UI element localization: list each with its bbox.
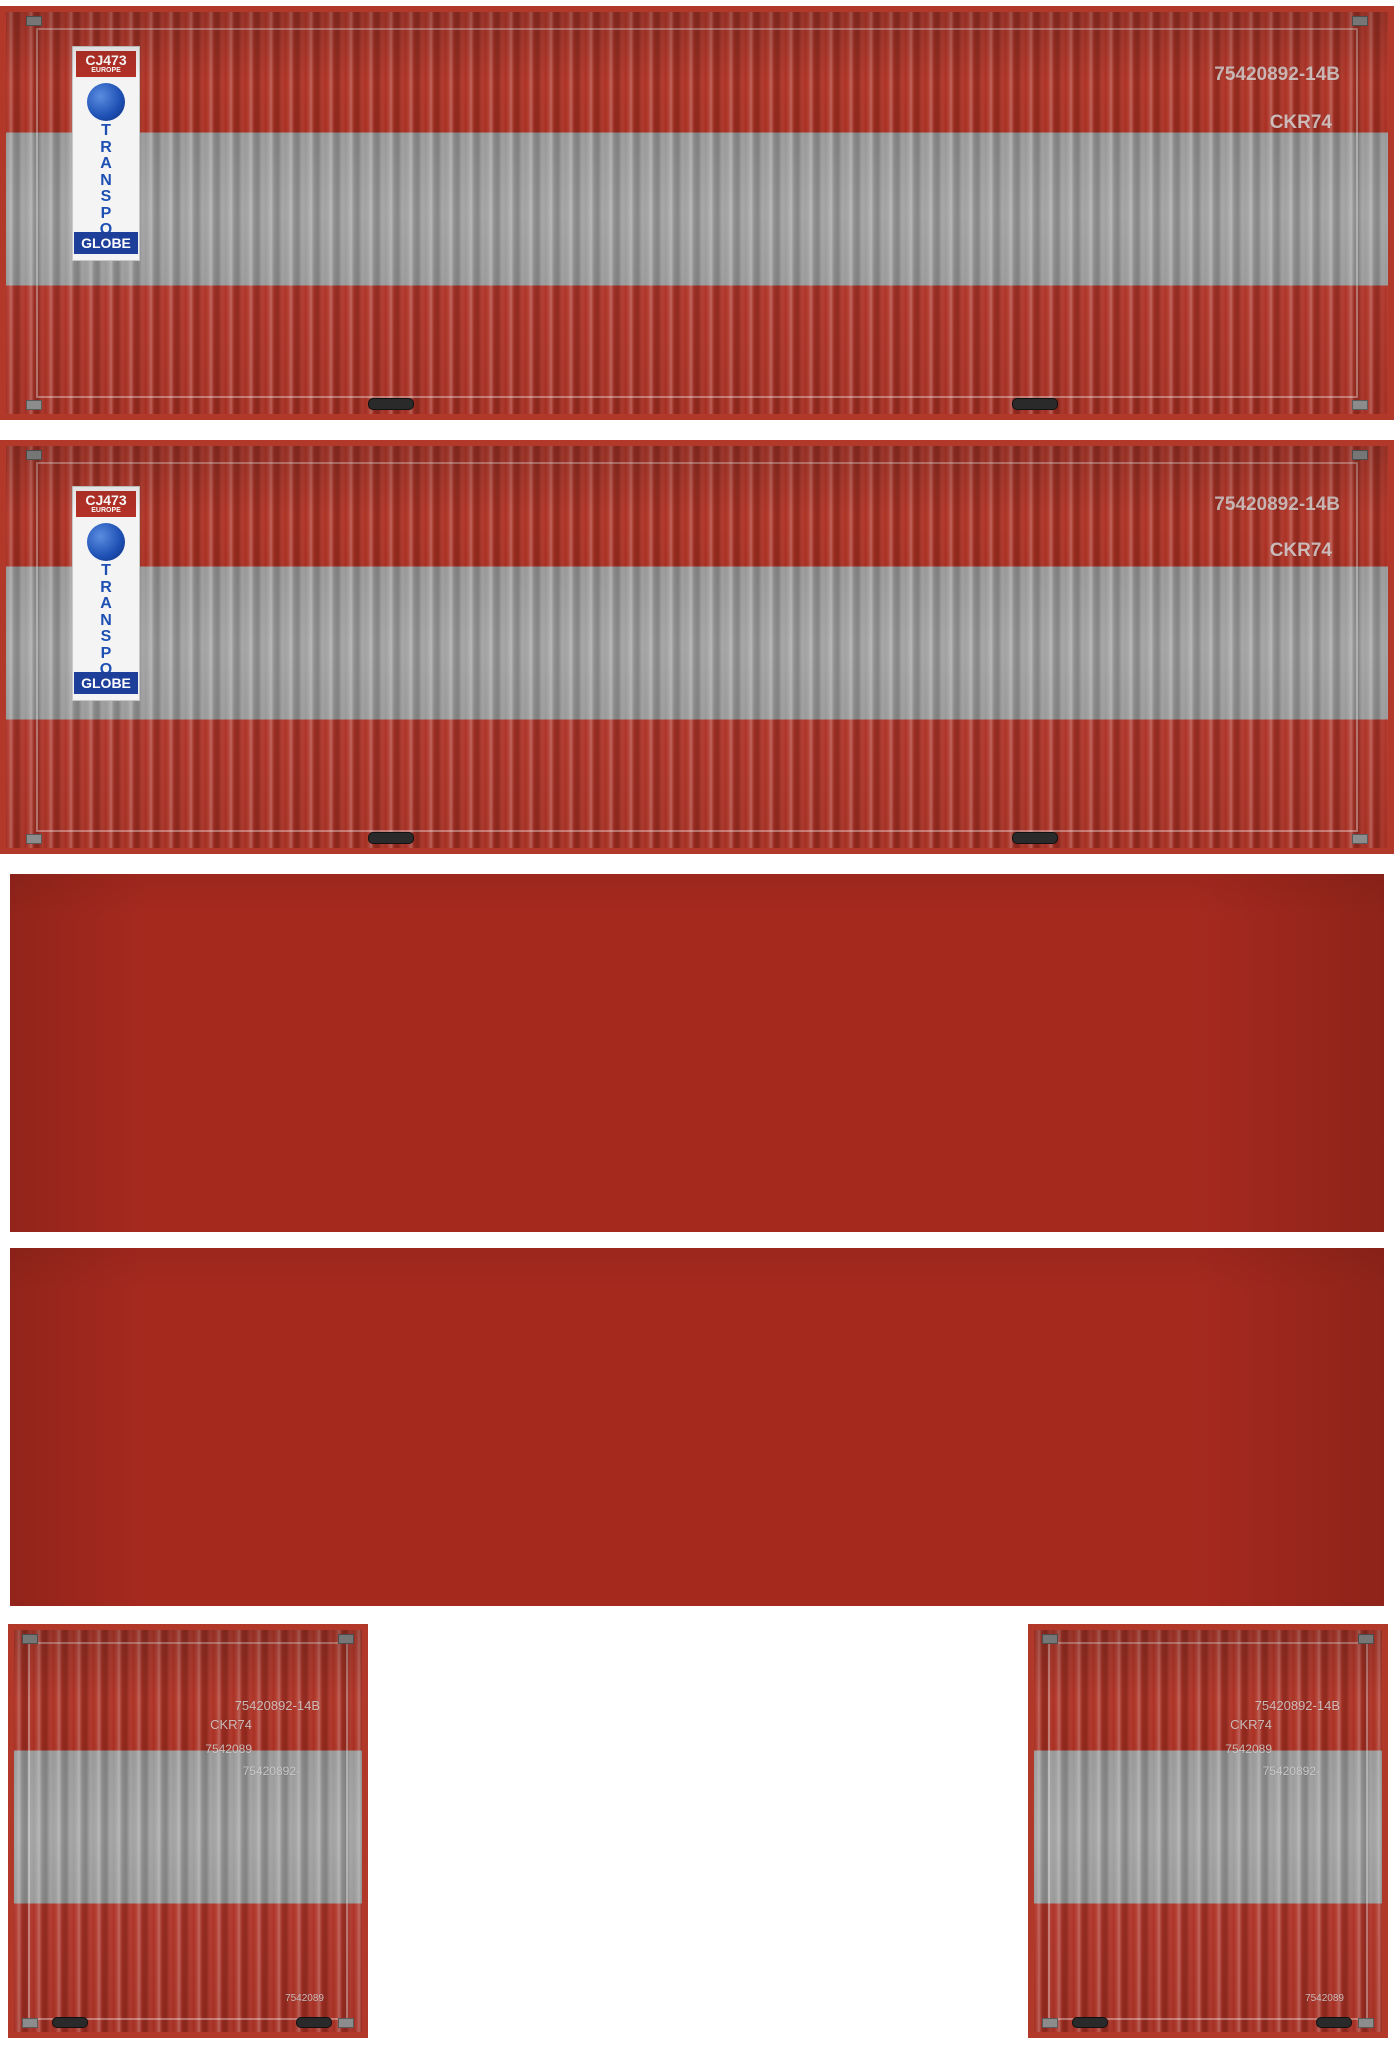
logo-letter: R — [100, 578, 112, 596]
container-end-door-1: 75420892-14B CKR74 7542089 75420892- 754… — [8, 1624, 368, 2038]
door-id-partial: 7542089 — [205, 1742, 252, 1756]
corner-casting — [1352, 16, 1368, 26]
globe-icon — [87, 83, 125, 121]
globe-icon — [87, 523, 125, 561]
logo-letter: R — [100, 138, 112, 156]
door-id-small: 7542089 — [285, 1993, 324, 2004]
logo-tag: GLOBE — [74, 672, 138, 694]
container-side-panel-2: CJ473 EUROPE T R A N S P O GLOBE 7542089… — [0, 440, 1394, 854]
door-id-small: 7542089 — [1305, 1993, 1344, 2004]
corner-casting — [1358, 2018, 1374, 2028]
logo-letter: A — [100, 155, 112, 172]
logo-region: EUROPE — [91, 507, 121, 514]
logo-letter: N — [100, 171, 112, 189]
fork-pocket — [1012, 398, 1058, 410]
corner-casting — [338, 2018, 354, 2028]
logo-letter: P — [100, 204, 112, 222]
logo-letter: T — [101, 122, 111, 139]
company-logo-banner: CJ473 EUROPE T R A N S P O GLOBE — [72, 486, 140, 701]
door-id-partial: 75420892- — [242, 1764, 300, 1778]
door-code: CKR74 — [1230, 1717, 1272, 1732]
container-code: CKR74 — [1269, 540, 1332, 561]
corner-casting — [26, 16, 42, 26]
logo-code-box: CJ473 EUROPE — [76, 51, 136, 77]
corner-casting — [26, 834, 42, 844]
door-id-partial: 7542089 — [1225, 1742, 1272, 1756]
corner-casting — [26, 450, 42, 460]
corner-casting — [1352, 450, 1368, 460]
logo-letter: A — [100, 595, 112, 612]
corner-casting — [22, 2018, 38, 2028]
logo-letter: S — [100, 628, 112, 645]
corner-casting — [1358, 1634, 1374, 1644]
logo-code: CJ473 — [85, 52, 127, 68]
container-side-panel-1: CJ473 EUROPE T R A N S P O GLOBE 7542089… — [0, 6, 1394, 420]
fork-pocket — [368, 398, 414, 410]
logo-letter: N — [100, 611, 112, 629]
door-code: CKR74 — [210, 1717, 252, 1732]
door-id-partial: 75420892- — [1262, 1764, 1320, 1778]
container-id: 75420892-14B — [1214, 64, 1340, 85]
corner-casting — [1042, 2018, 1058, 2028]
container-roof-panel-1 — [10, 874, 1384, 1232]
fork-pocket — [296, 2017, 332, 2028]
container-roof-panel-2 — [10, 1248, 1384, 1606]
container-end-door-2: 75420892-14B CKR74 7542089 75420892- 754… — [1028, 1624, 1388, 2038]
logo-wordmark: T R A N S P O — [100, 122, 112, 239]
corner-casting — [26, 400, 42, 410]
corner-casting — [1352, 400, 1368, 410]
logo-letter: S — [100, 188, 112, 205]
corner-casting — [338, 1634, 354, 1644]
fork-pocket — [368, 832, 414, 844]
corner-casting — [22, 1634, 38, 1644]
fork-pocket — [1072, 2017, 1108, 2028]
door-id: 75420892-14B — [234, 1698, 320, 1713]
fork-pocket — [1012, 832, 1058, 844]
logo-letter: T — [101, 562, 111, 579]
door-id: 75420892-14B — [1254, 1698, 1340, 1713]
container-id: 75420892-14B — [1214, 494, 1340, 515]
logo-code-box: CJ473 EUROPE — [76, 491, 136, 517]
logo-region: EUROPE — [91, 67, 121, 74]
logo-tag: GLOBE — [74, 232, 138, 254]
logo-wordmark: T R A N S P O — [100, 562, 112, 679]
fork-pocket — [52, 2017, 88, 2028]
logo-letter: P — [100, 644, 112, 662]
logo-code: CJ473 — [85, 492, 127, 508]
corner-casting — [1042, 1634, 1058, 1644]
fork-pocket — [1316, 2017, 1352, 2028]
container-code: CKR74 — [1269, 112, 1332, 133]
company-logo-banner: CJ473 EUROPE T R A N S P O GLOBE — [72, 46, 140, 261]
corner-casting — [1352, 834, 1368, 844]
